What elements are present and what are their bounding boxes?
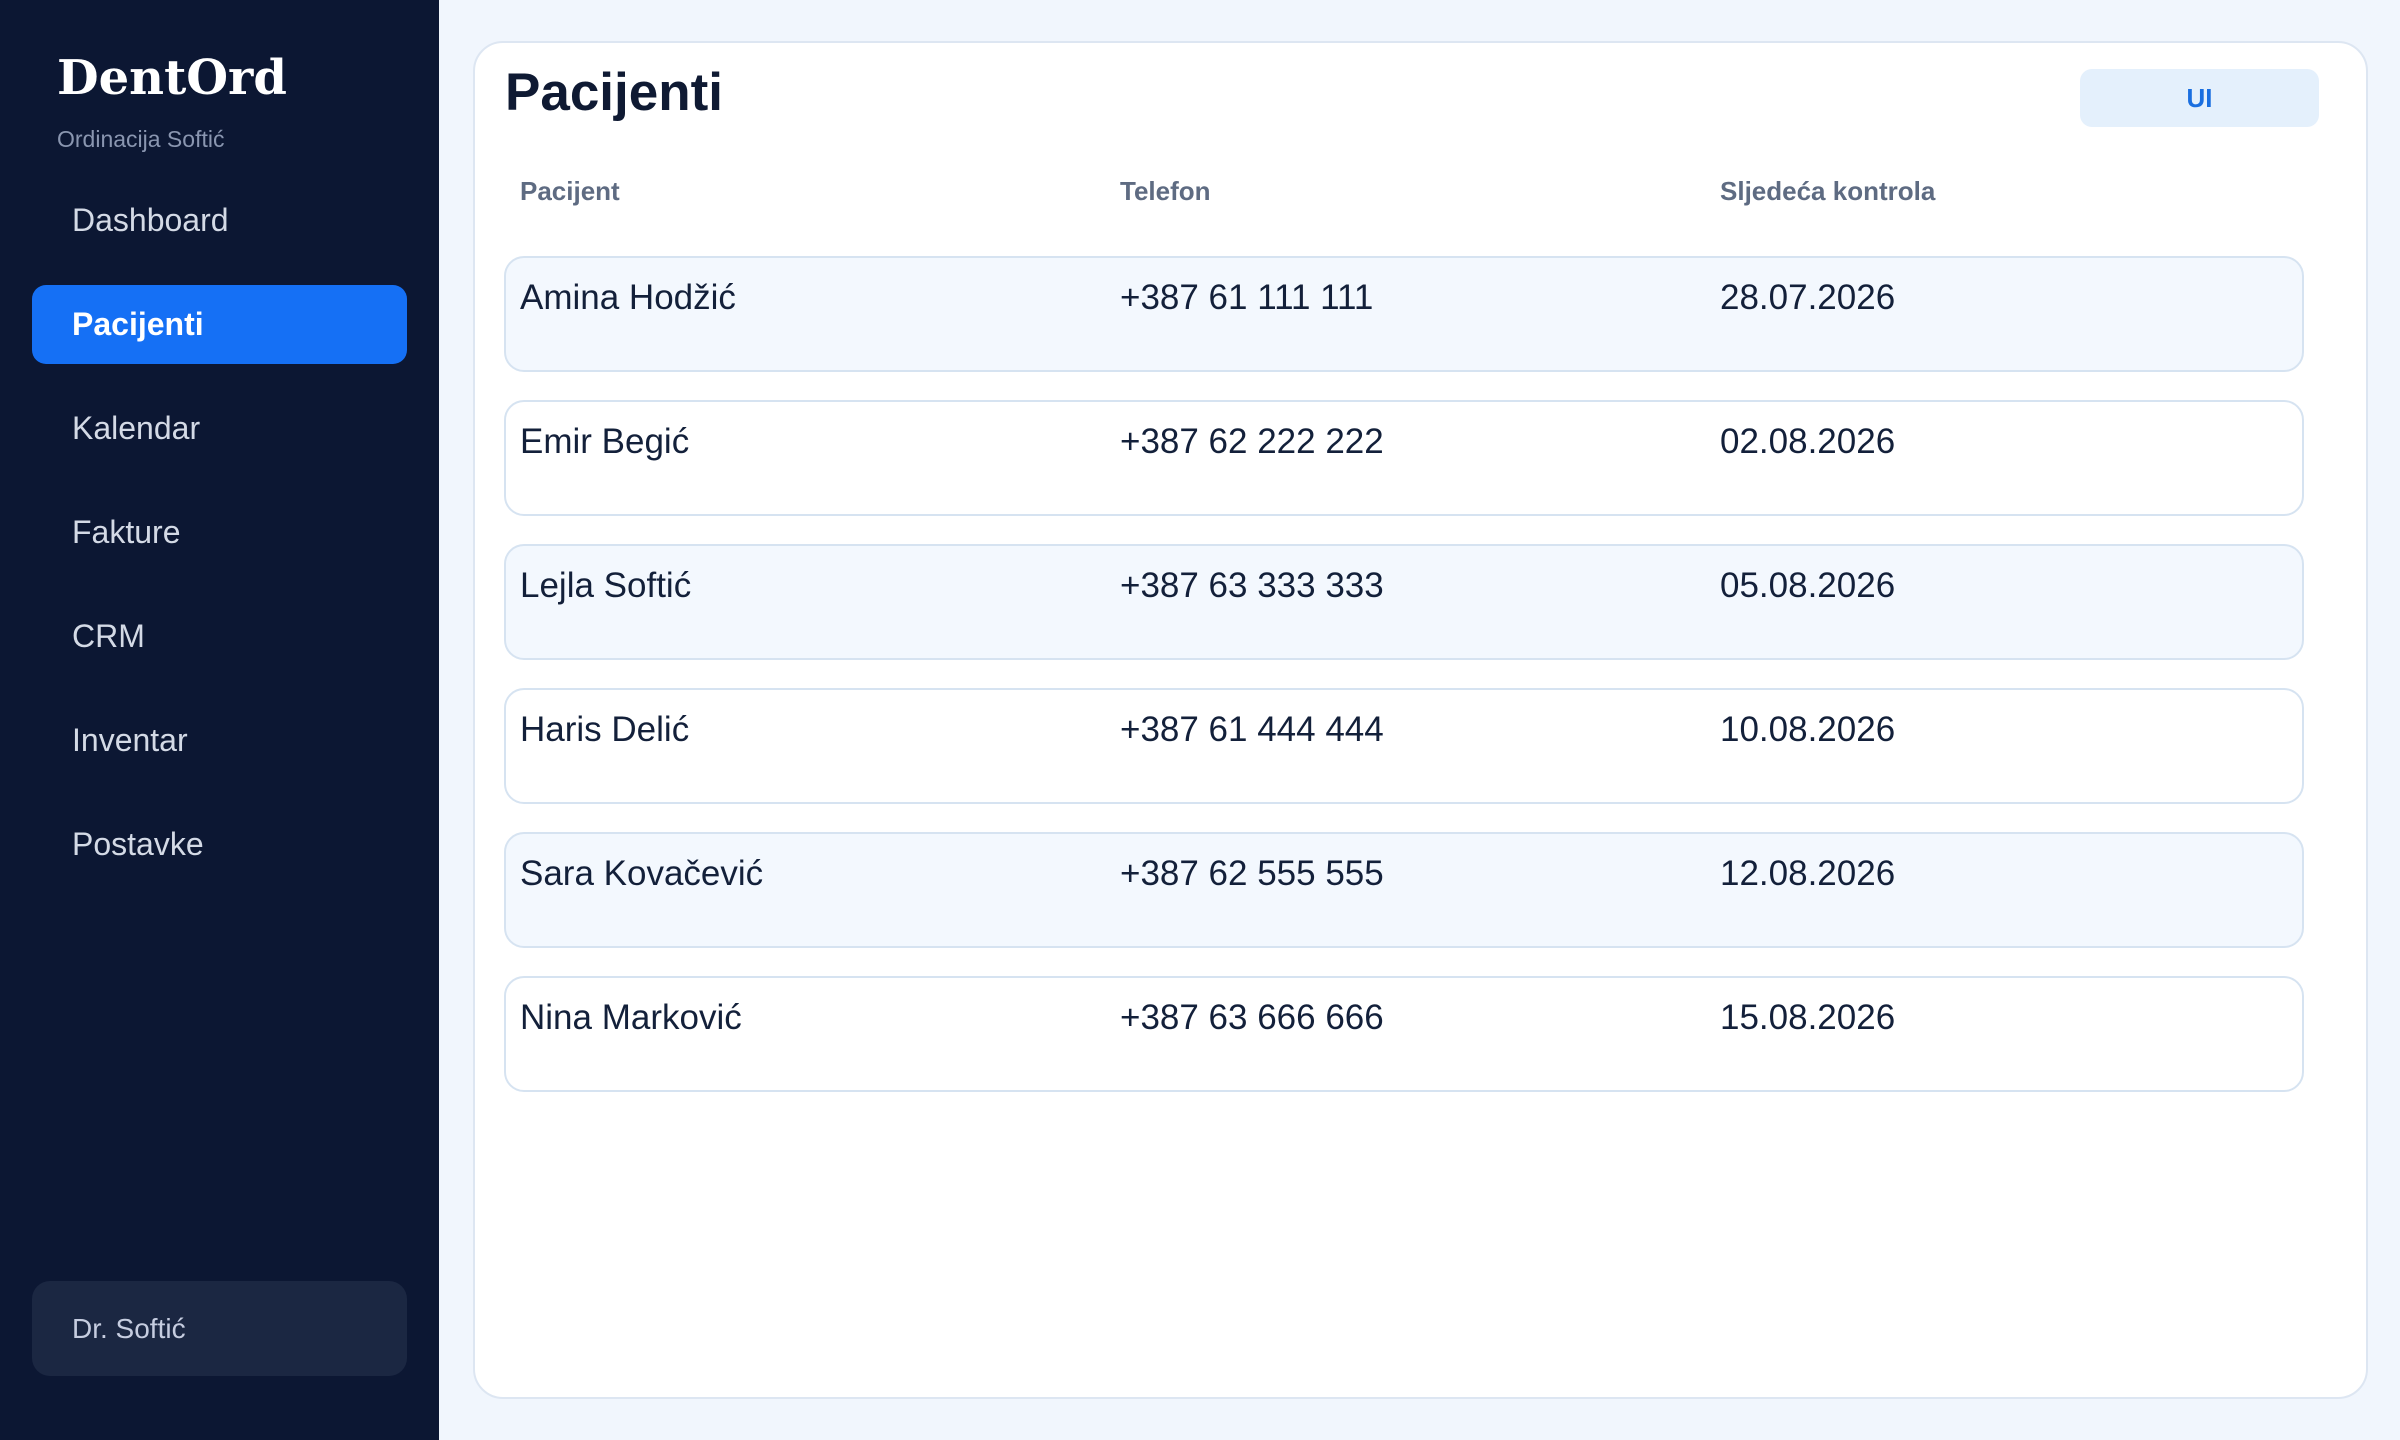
table-cell: 28.07.2026 xyxy=(1720,278,1896,317)
nav-item[interactable]: Fakture xyxy=(72,514,181,550)
table-cell: 15.08.2026 xyxy=(1720,998,1896,1037)
nav-item[interactable]: CRM xyxy=(72,618,145,654)
table-cell: Lejla Softić xyxy=(520,566,692,605)
table-cell: Amina Hodžić xyxy=(520,278,736,317)
subtitle: Ordinacija Softić xyxy=(57,126,225,152)
table-row[interactable] xyxy=(504,256,2304,372)
nav-item[interactable]: Kalendar xyxy=(72,410,201,446)
table-cell: Emir Begić xyxy=(520,422,690,461)
table-cell: +387 62 222 222 xyxy=(1120,422,1384,461)
table-cell: 12.08.2026 xyxy=(1720,854,1896,893)
page-title: Pacijenti xyxy=(505,63,723,122)
table-cell: +387 63 333 333 xyxy=(1120,566,1384,605)
table-row[interactable] xyxy=(504,688,2304,804)
nav-item[interactable]: Postavke xyxy=(72,826,204,862)
column-header: Sljedeća kontrola xyxy=(1720,176,1936,206)
ui-button[interactable]: UI xyxy=(2080,69,2319,127)
table-cell: Nina Marković xyxy=(520,998,742,1037)
table-cell: +387 63 666 666 xyxy=(1120,998,1384,1037)
table-cell: 02.08.2026 xyxy=(1720,422,1896,461)
table-cell: +387 61 111 111 xyxy=(1120,278,1374,317)
table-cell: 05.08.2026 xyxy=(1720,566,1896,605)
table-cell: Haris Delić xyxy=(520,710,690,749)
column-header: Telefon xyxy=(1120,176,1211,206)
nav-item[interactable]: Inventar xyxy=(72,722,188,758)
table-row[interactable] xyxy=(504,976,2304,1092)
brand: DentOrd xyxy=(57,50,287,106)
table-cell: Sara Kovačević xyxy=(520,854,764,893)
column-header: Pacijent xyxy=(520,176,620,206)
sidebar: DentOrd Ordinacija Softić Dr. Softić Das… xyxy=(0,0,439,1440)
table-row[interactable] xyxy=(504,400,2304,516)
nav-item[interactable]: Dashboard xyxy=(72,202,229,238)
table-cell: 10.08.2026 xyxy=(1720,710,1896,749)
table-row[interactable] xyxy=(504,832,2304,948)
nav-item[interactable]: Pacijenti xyxy=(32,285,407,364)
table-cell: +387 62 555 555 xyxy=(1120,854,1384,893)
table-cell: +387 61 444 444 xyxy=(1120,710,1384,749)
user-badge[interactable]: Dr. Softić xyxy=(32,1281,407,1376)
table-row[interactable] xyxy=(504,544,2304,660)
